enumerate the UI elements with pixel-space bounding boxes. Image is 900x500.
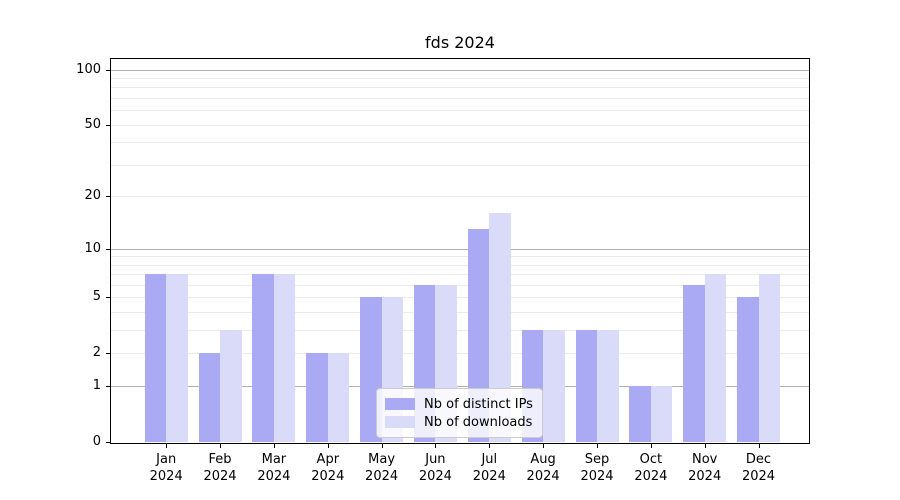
- x-tick-label-oct: Oct 2024: [634, 452, 668, 484]
- y-tick-label-1: 1: [92, 378, 101, 394]
- x-tick-mark-may: [381, 444, 383, 448]
- bar-downloads-apr: [327, 353, 350, 442]
- x-tick-mark-apr: [327, 444, 329, 448]
- bar-distinct-ips-feb: [198, 353, 221, 442]
- bar-downloads-aug: [543, 330, 565, 442]
- y-tick-mark-0: [106, 442, 110, 443]
- y-gridline-minor-40: [111, 142, 809, 144]
- y-tick-label-0: 0: [92, 434, 101, 449]
- y-gridline-minor-6: [111, 285, 809, 286]
- legend-label-distinct-ips: Nb of distinct IPs: [424, 396, 533, 412]
- bar-distinct-ips-nov: [683, 285, 705, 442]
- x-tick-mark-sep: [597, 444, 598, 448]
- bar-distinct-ips-apr: [306, 353, 328, 442]
- x-tick-mark-nov: [704, 444, 706, 448]
- x-tick-label-dec: Dec 2024: [741, 452, 776, 484]
- y-gridline-minor-3: [111, 330, 809, 332]
- y-tick-mark-10: [106, 248, 110, 250]
- y-tick-label-5: 5: [92, 289, 101, 305]
- y-gridline-major-1: [111, 386, 809, 388]
- y-gridline-minor-90: [111, 78, 809, 79]
- x-tick-label-nov: Nov 2024: [688, 452, 722, 484]
- y-gridline-major-10: [111, 248, 809, 250]
- x-tick-label-sep: Sep 2024: [580, 452, 614, 484]
- chart-title: fds 2024: [425, 33, 495, 52]
- bar-downloads-nov: [704, 274, 727, 442]
- y-gridline-minor-70: [111, 98, 809, 99]
- x-tick-mark-mar: [273, 444, 275, 448]
- y-tick-label-10: 10: [84, 240, 101, 256]
- x-tick-label-aug: Aug 2024: [526, 452, 560, 484]
- y-tick-mark-5: [106, 297, 110, 299]
- y-gridline-minor-50: [111, 124, 809, 126]
- x-tick-label-may: May 2024: [365, 452, 399, 484]
- y-tick-label-100: 100: [76, 61, 101, 77]
- y-gridline-minor-9: [111, 256, 809, 258]
- bar-distinct-ips-dec: [737, 297, 759, 442]
- y-tick-mark-50: [106, 124, 110, 126]
- legend-item-distinct-ips: Nb of distinct IPs: [385, 395, 533, 413]
- x-tick-mark-dec: [758, 444, 760, 448]
- y-gridline-minor-2: [111, 353, 809, 355]
- y-gridline-minor-5: [111, 297, 809, 299]
- x-tick-mark-aug: [543, 444, 545, 448]
- legend-label-downloads: Nb of downloads: [424, 414, 533, 430]
- legend: Nb of distinct IPs Nb of downloads: [376, 388, 543, 438]
- y-gridline-minor-60: [111, 110, 809, 112]
- x-tick-label-jul: Jul 2024: [472, 452, 506, 484]
- x-tick-mark-oct: [650, 444, 652, 448]
- x-tick-label-feb: Feb 2024: [203, 452, 237, 484]
- x-tick-mark-jan: [166, 444, 168, 448]
- bar-distinct-ips-mar: [252, 274, 274, 442]
- y-tick-label-2: 2: [92, 345, 101, 361]
- bar-downloads-jul: [489, 213, 511, 442]
- x-tick-label-jun: Jun 2024: [418, 452, 452, 484]
- bar-downloads-jan: [166, 274, 188, 442]
- y-gridline-minor-4: [111, 312, 809, 314]
- bar-distinct-ips-oct: [629, 386, 651, 442]
- bar-downloads-sep: [597, 330, 619, 442]
- bar-downloads-dec: [758, 274, 781, 442]
- y-gridline-major-100: [111, 69, 809, 71]
- x-tick-label-apr: Apr 2024: [311, 452, 345, 484]
- plot-area: Nb of distinct IPs Nb of downloads: [110, 58, 810, 444]
- bar-downloads-oct: [650, 386, 673, 442]
- y-tick-mark-1: [106, 386, 110, 388]
- legend-swatch-downloads: [385, 416, 415, 428]
- x-tick-mark-feb: [220, 444, 221, 448]
- bar-distinct-ips-jan: [144, 274, 167, 442]
- x-tick-mark-jul: [489, 444, 491, 448]
- y-gridline-minor-8: [111, 264, 809, 266]
- y-tick-label-50: 50: [84, 116, 101, 132]
- y-tick-mark-2: [106, 353, 110, 355]
- x-tick-label-mar: Mar 2024: [257, 452, 291, 484]
- bar-downloads-mar: [273, 274, 296, 442]
- legend-item-downloads: Nb of downloads: [385, 413, 533, 431]
- legend-swatch-distinct-ips: [385, 398, 415, 410]
- y-gridline-minor-20: [111, 196, 809, 198]
- x-tick-mark-jun: [435, 444, 437, 448]
- y-tick-label-20: 20: [84, 188, 101, 204]
- x-tick-label-jan: Jan 2024: [149, 452, 183, 484]
- y-gridline-minor-30: [111, 164, 809, 166]
- y-gridline-minor-7: [111, 274, 809, 276]
- y-tick-mark-100: [106, 69, 110, 71]
- y-tick-mark-20: [106, 196, 110, 198]
- y-gridline-minor-80: [111, 87, 809, 89]
- bar-downloads-feb: [220, 330, 242, 442]
- bar-distinct-ips-sep: [575, 330, 597, 442]
